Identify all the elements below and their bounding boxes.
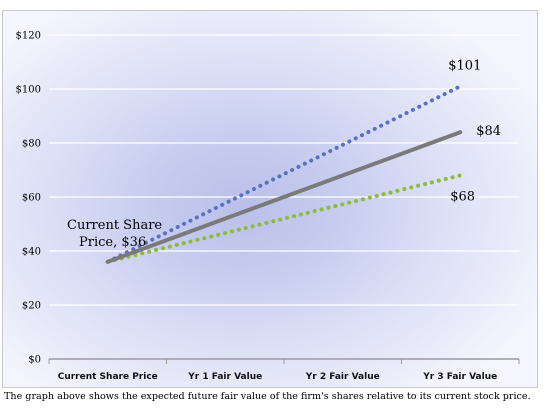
y-tick-label: $20 [22,301,41,312]
line-chart: $0 $20 $40 $60 $80 $100 $120 Current Share Pri… [16,31,520,382]
y-tick-label: $40 [22,247,41,258]
x-tick-label: Current Share Price [58,372,158,382]
annotation-line-1: Current Share [67,218,162,233]
chart-caption: The graph above shows the expected futur… [4,391,531,402]
data-labels: $101 $84 $68 [448,58,501,204]
y-tick-label: $100 [16,85,41,96]
series-lines [105,84,463,264]
x-tick-label: Yr 1 Fair Value [187,372,262,382]
y-tick-label: $60 [22,193,41,204]
data-label-mid: $84 [476,124,501,139]
chart-area: $0 $20 $40 $60 $80 $100 $120 Current Share Pri… [2,10,538,388]
y-axis-tick-labels: $0 $20 $40 $60 $80 $100 $120 [16,31,41,366]
data-label-low: $68 [450,189,475,204]
x-axis-tick-labels: Current Share Price Yr 1 Fair Value Yr 2 F… [48,359,520,382]
y-tick-label: $120 [16,31,41,42]
annotation-line-2: Price, $36 [79,235,146,250]
series-line-high [105,84,463,264]
x-tick-label: Yr 3 Fair Value [422,372,497,382]
data-label-high: $101 [448,58,481,73]
x-tick-label: Yr 2 Fair Value [305,372,380,382]
series-line-mid [105,130,463,264]
y-tick-label: $80 [22,139,41,150]
y-tick-label: $0 [28,355,41,366]
